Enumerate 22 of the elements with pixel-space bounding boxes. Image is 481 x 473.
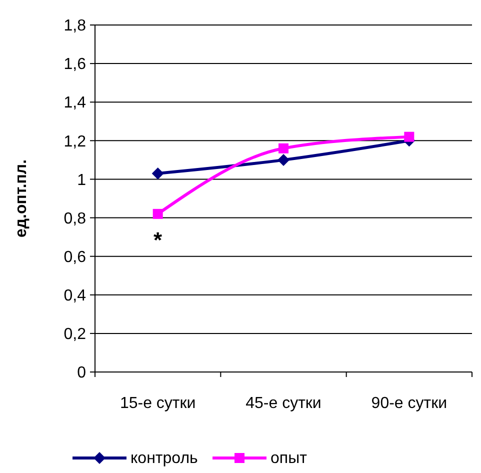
y-tick-label: 0,8 [64,210,86,228]
legend-label: контроль [130,450,198,467]
y-tick-label: 1,2 [64,133,86,150]
legend-label: опыт [270,450,308,467]
y-axis-title: ед.опт.пл. [13,159,30,238]
y-tick-label: 0,6 [64,248,86,266]
x-tick-label: 45-е сутки [246,395,322,412]
y-tick-label: 0 [77,364,86,382]
y-tick-label: 0,2 [64,326,86,344]
y-tick-label: 1 [77,172,86,189]
point [278,143,288,154]
annotation: * [154,227,163,252]
y-tick-label: 1,4 [64,94,86,112]
y-tick-label: 1,6 [64,56,86,74]
point [404,132,414,142]
y-tick-label: 0,4 [64,287,86,304]
y-tick-label: 1,8 [64,18,86,35]
point [152,167,164,180]
point [278,154,290,166]
point [152,208,163,219]
x-tick-label: 90-е сутки [371,395,448,412]
x-tick-label: 15-е сутки [120,395,196,412]
